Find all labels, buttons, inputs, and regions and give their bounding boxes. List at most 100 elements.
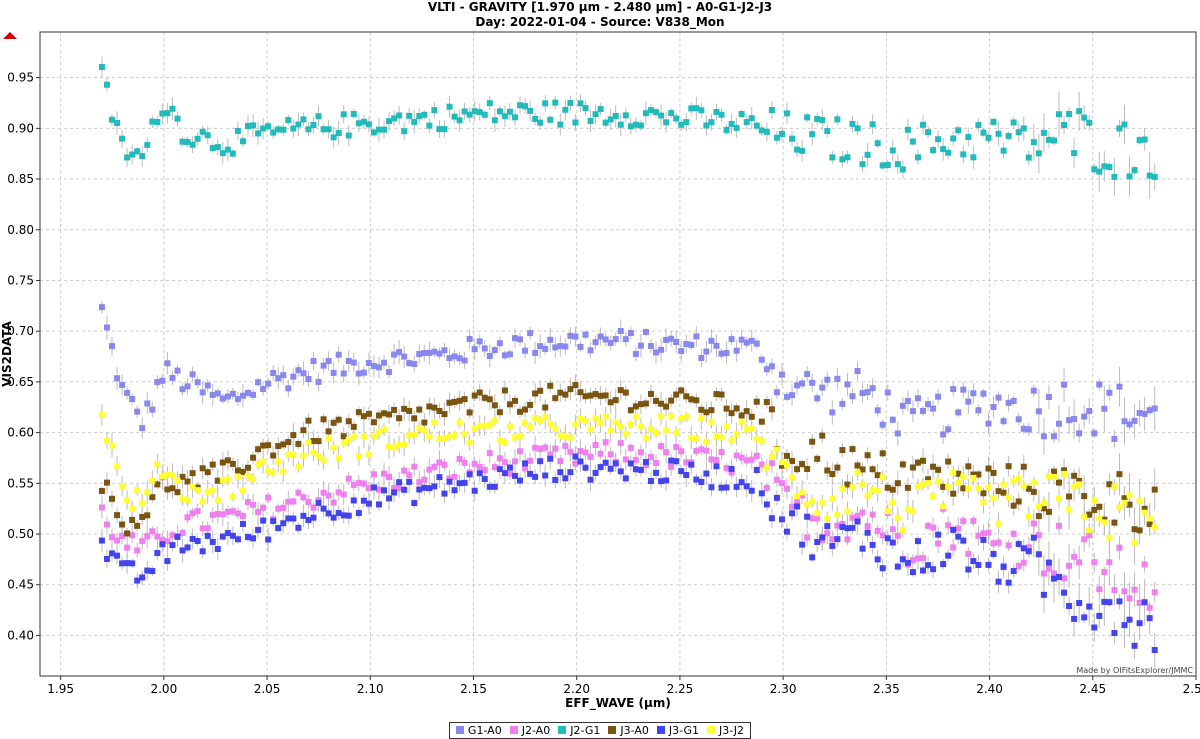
data-point: [174, 477, 181, 484]
zoom-marker-icon[interactable]: [3, 32, 17, 39]
data-point: [783, 393, 790, 400]
data-point: [365, 410, 372, 417]
data-point: [501, 387, 508, 394]
data-point: [431, 348, 438, 355]
axis-ticks: 1.95 2.00 2.05 2.10 2.15 2.20 2.25 2.30 2.35 2.40…: [7, 71, 1200, 696]
data-point: [320, 416, 327, 423]
legend-item[interactable]: G1-A0: [455, 724, 502, 737]
data-point: [98, 537, 105, 544]
data-point: [456, 456, 463, 463]
legend-item[interactable]: J3-A0: [608, 724, 649, 737]
data-point: [149, 118, 156, 125]
data-point: [819, 534, 826, 541]
data-point: [481, 476, 488, 483]
data-point: [124, 497, 131, 504]
data-point: [1091, 559, 1098, 566]
data-point: [1050, 137, 1057, 144]
data-point: [1106, 599, 1113, 606]
data-point: [733, 452, 740, 459]
data-point: [703, 348, 710, 355]
data-point: [859, 509, 866, 516]
data-point: [103, 81, 110, 88]
data-point: [647, 426, 654, 433]
data-point: [899, 556, 906, 563]
data-point: [889, 416, 896, 423]
data-point: [119, 560, 126, 567]
data-point: [441, 461, 448, 468]
data-point: [1010, 119, 1017, 126]
data-point: [925, 401, 932, 408]
legend-item[interactable]: J2-A0: [509, 724, 550, 737]
data-point: [416, 351, 423, 358]
data-point: [511, 434, 518, 441]
data-point: [335, 489, 342, 496]
data-point: [859, 545, 866, 552]
data-point: [532, 473, 539, 480]
legend-item[interactable]: J3-G1: [656, 724, 699, 737]
legend-swatch: [455, 726, 464, 734]
data-point: [199, 525, 206, 532]
data-point: [627, 407, 634, 414]
data-point: [501, 113, 508, 120]
data-point: [98, 487, 105, 494]
data-point: [310, 504, 317, 511]
data-point: [1106, 389, 1113, 396]
data-point: [1101, 598, 1108, 605]
data-point: [874, 556, 881, 563]
data-point: [517, 336, 524, 343]
data-point: [844, 536, 851, 543]
data-point: [778, 371, 785, 378]
data-point: [239, 520, 246, 527]
data-point: [920, 121, 927, 128]
data-point: [285, 498, 292, 505]
data-point: [466, 111, 473, 118]
data-point: [340, 512, 347, 519]
data-point: [179, 547, 186, 554]
data-point: [1076, 108, 1083, 115]
data-point: [1116, 383, 1123, 390]
data-point: [1040, 433, 1047, 440]
legend-item[interactable]: J2-G1: [558, 724, 600, 737]
data-point: [109, 343, 116, 350]
data-point: [834, 511, 841, 518]
data-point: [889, 499, 896, 506]
data-point: [688, 341, 695, 348]
data-point: [552, 476, 559, 483]
data-point: [275, 525, 282, 532]
data-point: [678, 448, 685, 455]
data-point: [879, 421, 886, 428]
data-point: [421, 111, 428, 118]
data-point: [935, 393, 942, 400]
data-point: [169, 374, 176, 381]
data-point: [441, 411, 448, 418]
data-point: [829, 536, 836, 543]
data-point: [224, 393, 231, 400]
data-point: [149, 528, 156, 535]
data-point: [1061, 589, 1068, 596]
data-point: [663, 477, 670, 484]
legend-item[interactable]: J3-J2: [706, 724, 744, 737]
data-point: [194, 508, 201, 515]
data-point: [814, 539, 821, 546]
data-point: [809, 438, 816, 445]
data-point: [708, 119, 715, 126]
data-point: [1081, 114, 1088, 121]
data-point: [1121, 588, 1128, 595]
data-point: [703, 438, 710, 445]
data-point: [305, 375, 312, 382]
data-point: [728, 437, 735, 444]
data-point: [1116, 544, 1123, 551]
y-tick-label: 0.85: [7, 172, 34, 186]
data-point: [370, 471, 377, 478]
data-point: [789, 510, 796, 517]
data-point: [391, 444, 398, 451]
data-point: [204, 382, 211, 389]
data-point: [713, 456, 720, 463]
data-point: [1005, 463, 1012, 470]
data-point: [1111, 630, 1118, 637]
data-point: [572, 453, 579, 460]
data-point: [255, 446, 262, 453]
chart-subtitle: Day: 2022-01-04 - Source: V838_Mon: [475, 15, 724, 30]
data-point: [824, 515, 831, 522]
data-point: [1096, 515, 1103, 522]
